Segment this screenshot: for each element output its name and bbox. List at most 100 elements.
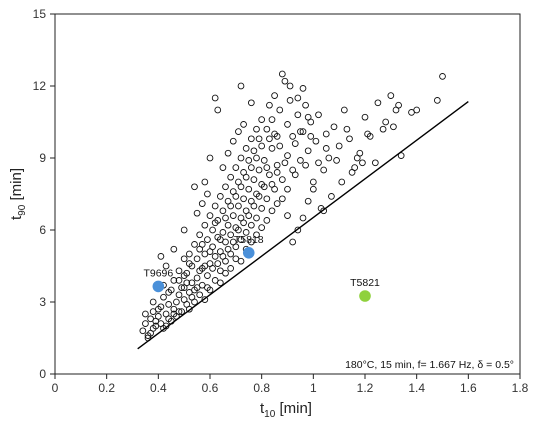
data-point (211, 219, 219, 227)
data-point (139, 327, 147, 335)
data-point (266, 171, 273, 179)
data-point (302, 101, 309, 109)
data-point (312, 137, 320, 145)
data-point (273, 161, 281, 169)
data-point (224, 149, 232, 157)
data-point (297, 157, 304, 164)
data-points (139, 70, 446, 342)
data-point (219, 207, 227, 215)
x-tick-label: 1 (310, 381, 317, 395)
data-point (178, 308, 185, 315)
data-point (204, 236, 211, 243)
trend-line (137, 101, 469, 350)
highlighted-point-t5821 (359, 290, 371, 302)
data-point (309, 185, 317, 193)
data-point (273, 200, 281, 207)
conditions-annotation: 180°C, 15 min, f= 1.667 Hz, δ = 0.5° (345, 359, 514, 371)
x-axis-title-unit: [min] (275, 400, 312, 417)
data-point (320, 207, 328, 215)
x-tick-label: 0 (52, 381, 59, 395)
data-point (333, 157, 340, 164)
x-axis-title-main: t (260, 400, 265, 417)
data-point (193, 255, 201, 263)
highlighted-point-t5818 (242, 247, 255, 259)
data-point (237, 82, 245, 90)
data-point (160, 293, 167, 301)
data-point (273, 169, 281, 176)
y-tick-label: 12 (33, 79, 47, 93)
data-point (276, 106, 284, 114)
x-tick-label: 0.2 (98, 381, 115, 395)
data-point (240, 219, 247, 227)
data-point (253, 231, 260, 239)
data-point (278, 70, 286, 78)
data-point (209, 226, 216, 234)
data-point (219, 253, 227, 260)
data-point (204, 190, 211, 198)
data-point (219, 164, 227, 171)
data-point (201, 296, 209, 303)
data-point (211, 94, 219, 102)
x-tick-label: 1.6 (460, 381, 477, 395)
data-point (309, 178, 317, 186)
data-point (247, 238, 255, 246)
data-point (297, 128, 304, 135)
data-point (224, 245, 232, 253)
data-point (178, 284, 185, 291)
data-point (289, 238, 297, 246)
data-point (263, 125, 271, 133)
data-point (201, 262, 209, 270)
y-axis-ticks: 0 3 6 9 12 15 (33, 7, 55, 381)
y-axis-title-subscript: 90 (17, 204, 28, 216)
data-point (206, 154, 214, 162)
data-point (379, 125, 387, 133)
data-point (263, 195, 271, 203)
data-point (304, 113, 312, 121)
data-point (271, 92, 278, 99)
data-point (183, 279, 191, 287)
data-point (211, 253, 219, 260)
data-point (250, 176, 258, 183)
data-point (284, 185, 291, 193)
data-point (227, 173, 235, 181)
data-point (188, 279, 196, 287)
data-point (361, 113, 369, 121)
highlighted-point-label: T9696 (143, 267, 173, 279)
data-point (335, 142, 343, 150)
data-point (245, 157, 253, 164)
data-point (289, 133, 297, 140)
data-point (322, 145, 330, 152)
data-point (204, 284, 211, 291)
x-tick-label: 1.2 (357, 381, 374, 395)
data-point (286, 82, 294, 90)
data-point (242, 145, 250, 152)
data-point (175, 277, 183, 284)
data-point (222, 214, 229, 222)
data-point (284, 212, 291, 219)
data-point (302, 161, 309, 169)
data-point (266, 135, 273, 143)
data-point (328, 193, 335, 200)
data-point (343, 125, 351, 133)
data-point (255, 135, 263, 143)
data-point (291, 140, 299, 147)
data-point (266, 101, 273, 109)
data-point (222, 183, 229, 191)
data-point (338, 178, 346, 186)
data-point (268, 181, 276, 188)
data-point (268, 116, 276, 123)
data-point (382, 118, 390, 126)
x-axis-title: t10 [min] (260, 400, 312, 420)
highlighted-point-label: T5821 (350, 277, 380, 289)
data-point (222, 269, 229, 277)
data-point (304, 147, 312, 155)
data-point (191, 183, 198, 191)
data-point (219, 229, 227, 236)
data-point (193, 209, 201, 217)
y-tick-label: 3 (39, 295, 46, 309)
data-point (299, 128, 307, 135)
data-point (229, 212, 237, 219)
data-point (281, 77, 289, 85)
data-point (278, 176, 286, 183)
data-point (211, 202, 219, 210)
